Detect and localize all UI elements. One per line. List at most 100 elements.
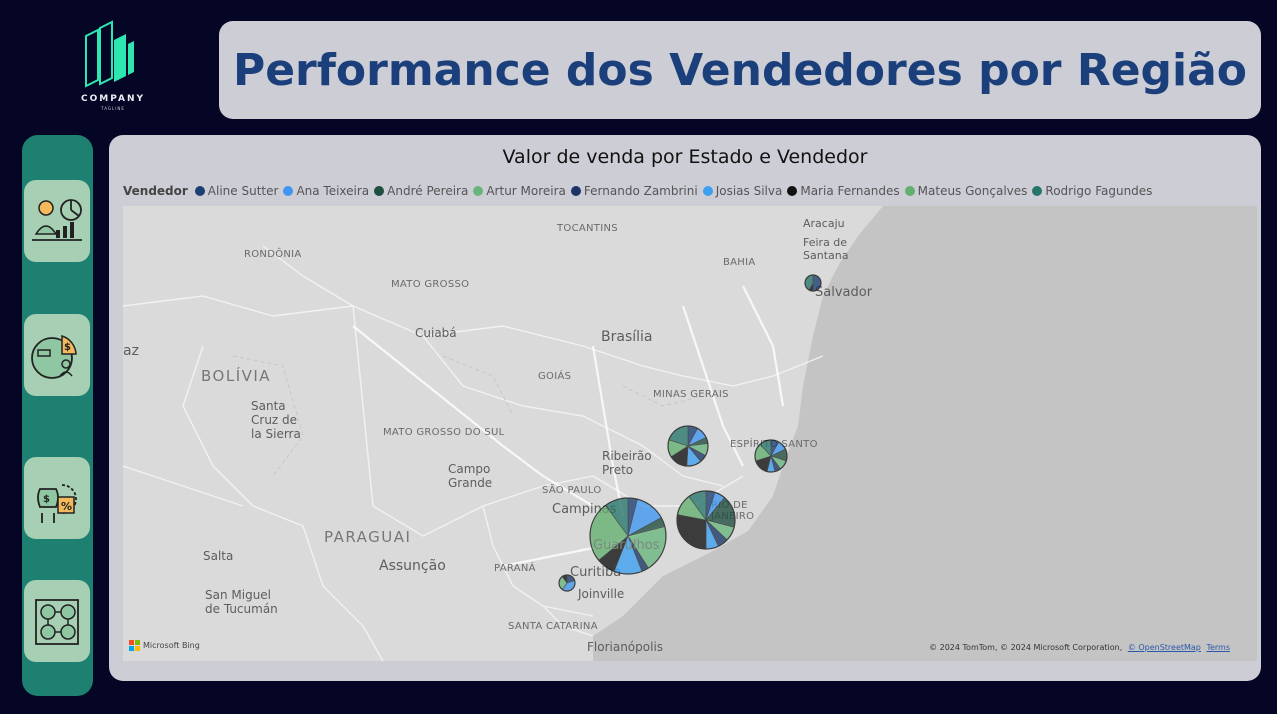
label-parana: PARANÁ (494, 563, 536, 574)
chart-title: Valor de venda por Estado e Vendedor (502, 146, 868, 168)
sidebar-item-team[interactable] (24, 580, 90, 662)
map-background (123, 206, 1257, 661)
map-chart-panel: Valor de venda por Estado e Vendedor Ven… (109, 135, 1261, 681)
pie-outline (589, 497, 667, 575)
pie-outline (558, 574, 576, 592)
label-rondonia: RONDÔNIA (244, 249, 302, 260)
building-logo-icon (85, 20, 134, 88)
label-tocantins: TOCANTINS (557, 223, 618, 234)
city-feira-de-santana: Feira de Santana (803, 236, 849, 262)
map-copyright: © 2024 TomTom, © 2024 Microsoft Corporat… (929, 643, 1230, 652)
legend-item[interactable]: Maria Fernandes (787, 184, 900, 198)
pie-marker-sp[interactable] (589, 497, 667, 575)
legend-label: Rodrigo Fagundes (1045, 184, 1153, 198)
legend-item[interactable]: Fernando Zambrini (570, 184, 698, 198)
pie-outline (676, 490, 736, 550)
sidebar: $ $ % (22, 135, 93, 696)
legend-title: Vendedor (123, 184, 188, 198)
pie-marker-ba[interactable] (804, 274, 822, 292)
label-minas-gerais: MINAS GERAIS (653, 389, 729, 400)
svg-text:%: % (61, 500, 72, 513)
team-network-icon (35, 599, 79, 645)
copyright-text: © 2024 TomTom, © 2024 Microsoft Corporat… (929, 643, 1123, 652)
label-goias: GOIÁS (538, 371, 572, 382)
label-mato-grosso-do-sul: MATO GROSSO DO SUL (383, 427, 505, 438)
legend-label: André Pereira (387, 184, 469, 198)
pie-markers[interactable] (123, 206, 1257, 661)
microsoft-logo-icon (129, 640, 140, 651)
city-santa-cruz-de-la-sierra: Santa Cruz de la Sierra (251, 399, 301, 441)
legend-label: Ana Teixeira (296, 184, 370, 198)
company-logo: COMPANY TAGLINE (58, 18, 168, 118)
pie-slice[interactable] (812, 274, 822, 292)
legend-item[interactable]: Artur Moreira (473, 184, 566, 198)
map-visual[interactable]: TOCANTINS RONDÔNIA BAHIA MATO GROSSO GOI… (123, 206, 1257, 661)
pie-slice[interactable] (676, 514, 707, 550)
label-bahia: BAHIA (723, 257, 756, 268)
logo-tagline: TAGLINE (101, 106, 125, 111)
legend-item[interactable]: Ana Teixeira (283, 184, 369, 198)
legend-item[interactable]: Rodrigo Fagundes (1032, 184, 1152, 198)
label-santa-catarina: SANTA CATARINA (508, 621, 598, 632)
sales-dashboard-icon: $ (31, 334, 77, 379)
city-salvador: Salvador (815, 285, 873, 300)
legend-label: Artur Moreira (486, 184, 566, 198)
legend-label: Mateus Gonçalves (917, 184, 1028, 198)
header-bar: Performance dos Vendedores por Região (219, 21, 1261, 119)
legend-dot-icon (374, 186, 385, 196)
city-florianopolis: Florianópolis (587, 640, 664, 654)
sidebar-item-commission[interactable]: $ % (24, 457, 90, 539)
pie-outline (667, 425, 709, 467)
legend-dot-icon (473, 186, 484, 196)
terms-link[interactable]: Terms (1206, 643, 1230, 652)
legend-dot-icon (787, 186, 798, 196)
legend-label: Josias Silva (715, 184, 783, 198)
city-joinville: Joinville (578, 587, 625, 601)
label-mato-grosso: MATO GROSSO (391, 279, 470, 290)
sidebar-item-analyst[interactable] (24, 180, 90, 262)
pie-marker-pr[interactable] (558, 574, 576, 592)
legend: Vendedor Aline Sutter Ana Teixeira André P… (123, 184, 1157, 198)
city-ribeirao-preto: Ribeirão Preto (602, 449, 652, 477)
city-campo-grande: Campo Grande (448, 462, 493, 490)
city-san-miguel-de-tucuman: San Miguel de Tucumán (205, 588, 278, 616)
pie-outline (754, 439, 788, 473)
analyst-chart-icon (32, 199, 82, 241)
pie-marker-mg[interactable] (667, 425, 709, 467)
legend-dot-icon (1032, 186, 1043, 196)
country-bolivia: BOLÍVIA (201, 367, 272, 385)
svg-text:$: $ (43, 494, 50, 505)
label-sao-paulo: SÃO PAULO (542, 485, 602, 496)
legend-item[interactable]: Aline Sutter (194, 184, 279, 198)
pie-marker-rj[interactable] (676, 490, 736, 550)
legend-item[interactable]: Mateus Gonçalves (904, 184, 1028, 198)
page-title: Performance dos Vendedores por Região (232, 44, 1248, 96)
legend-dot-icon (904, 186, 915, 196)
city-cuiaba: Cuiabá (415, 326, 457, 340)
svg-text:$: $ (64, 342, 71, 353)
legend-dot-icon (570, 186, 581, 196)
city-salta: Salta (203, 549, 234, 563)
legend-item[interactable]: André Pereira (374, 184, 468, 198)
bing-label: Microsoft Bing (143, 641, 200, 650)
legend-label: Maria Fernandes (800, 184, 900, 198)
country-paraguai: PARAGUAI (324, 528, 412, 546)
city-aracaju: Aracaju (803, 217, 845, 230)
logo-name: COMPANY (81, 94, 145, 104)
legend-dot-icon (194, 186, 205, 196)
sidebar-item-sales-dashboard[interactable]: $ (24, 314, 90, 396)
openstreetmap-link[interactable]: © OpenStreetMap (1127, 643, 1201, 652)
legend-item[interactable]: Josias Silva (702, 184, 783, 198)
legend-dot-icon (702, 186, 713, 196)
legend-dot-icon (283, 186, 294, 196)
pie-marker-es[interactable] (754, 439, 788, 473)
legend-label: Fernando Zambrini (583, 184, 698, 198)
bing-attribution: Microsoft Bing (129, 640, 200, 651)
legend-label: Aline Sutter (207, 184, 279, 198)
city-brasilia: Brasília (601, 329, 653, 345)
commission-icon: $ % (37, 484, 77, 523)
pie-outline (804, 274, 822, 292)
city-assuncao: Assunção (379, 558, 446, 574)
city-guarulhos: Guarulhos (593, 538, 660, 553)
label-partial-edge: az (123, 343, 139, 359)
